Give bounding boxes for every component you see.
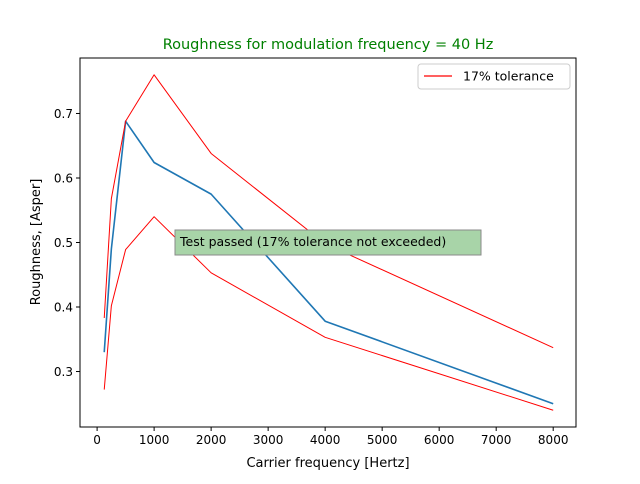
x-tick-label: 6000 bbox=[424, 433, 455, 447]
x-tick-label: 3000 bbox=[253, 433, 284, 447]
x-tick-label: 4000 bbox=[310, 433, 341, 447]
chart-title: Roughness for modulation frequency = 40 … bbox=[163, 37, 494, 53]
x-axis-label: Carrier frequency [Hertz] bbox=[246, 456, 409, 471]
legend-frame bbox=[417, 63, 571, 90]
legend-label-tolerance: 17% tolerance bbox=[463, 69, 554, 84]
x-tick-label: 5000 bbox=[367, 433, 398, 447]
y-tick-label: 0.3 bbox=[54, 365, 73, 379]
x-tick-label: 1000 bbox=[139, 433, 170, 447]
y-axis: 0.3 0.4 0.5 0.6 0.7 bbox=[54, 107, 80, 379]
y-tick-label: 0.4 bbox=[54, 300, 73, 314]
y-axis-label: Roughness, [Asper] bbox=[29, 179, 44, 306]
x-tick-label: 0 bbox=[93, 433, 101, 447]
x-tick-label: 7000 bbox=[481, 433, 512, 447]
measured-roughness-line bbox=[103, 120, 554, 405]
y-tick-label: 0.5 bbox=[54, 236, 73, 250]
x-tick-label: 2000 bbox=[196, 433, 227, 447]
annotation-box: Test passed (17% tolerance not exceeded) bbox=[174, 229, 482, 256]
x-axis: 0 1000 2000 3000 4000 5000 6000 7000 8000 bbox=[93, 427, 568, 447]
annotation-text: Test passed (17% tolerance not exceeded) bbox=[179, 234, 446, 249]
y-tick-label: 0.6 bbox=[54, 171, 73, 185]
lower-tolerance-line bbox=[103, 216, 554, 411]
annotation-background bbox=[174, 229, 482, 256]
y-tick-label: 0.7 bbox=[54, 107, 73, 121]
legend: 17% tolerance bbox=[417, 63, 571, 90]
x-tick-label: 8000 bbox=[538, 433, 569, 447]
